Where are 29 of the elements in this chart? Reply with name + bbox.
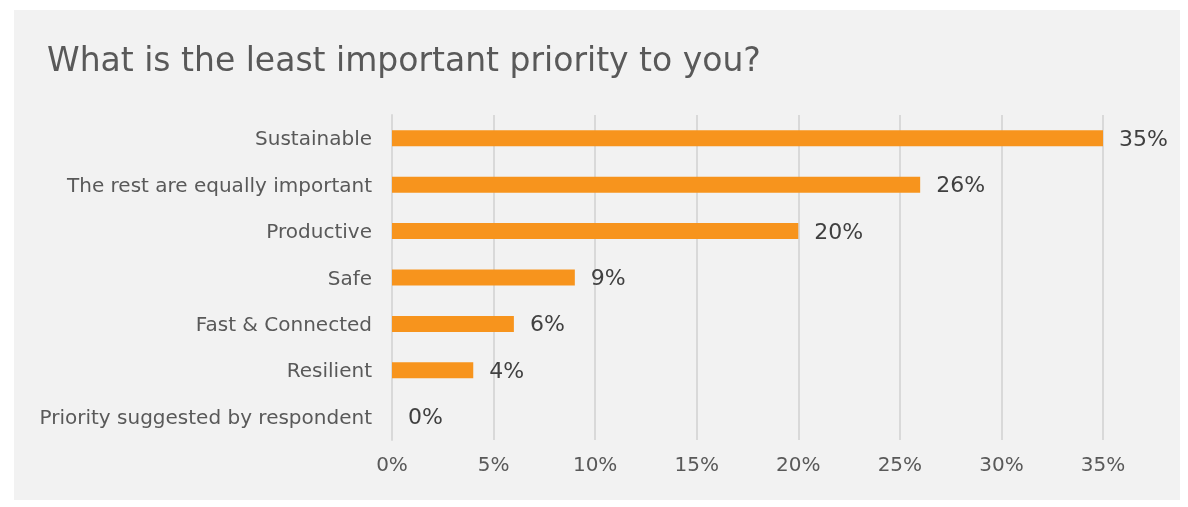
bar [392,269,575,286]
x-tick-label: 15% [674,452,719,476]
data-label: 6% [529,311,565,337]
bar [392,362,474,379]
x-tick-label: 0% [376,452,408,476]
x-tick-label: 25% [877,452,923,476]
bar [392,315,514,332]
x-tick-label: 10% [572,452,618,476]
y-tick-label: Priority suggested by respondent [39,404,373,429]
bar [392,176,921,193]
bar [392,223,799,240]
chart-title: What is the least important priority to you? [47,40,761,79]
y-tick-label: Sustainable [255,126,372,151]
y-tick-label: Resilient [286,358,373,383]
data-label: 0% [408,404,443,430]
x-tick-label: 30% [979,452,1024,476]
data-label: 20% [814,218,864,244]
x-tick-label: 20% [776,452,821,476]
y-tick-label: The rest are equally important [65,172,373,197]
x-tick-label: 35% [1080,452,1126,476]
x-tick-label: 5% [477,452,510,476]
bar [392,130,1103,147]
data-label: 9% [590,265,626,290]
y-tick-label: Fast & Connected [195,311,372,336]
y-tick-label: Productive [266,219,372,244]
data-label: 26% [936,172,986,198]
data-label: 35% [1119,125,1168,151]
data-label: 4% [489,357,525,383]
y-tick-label: Safe [327,265,372,290]
